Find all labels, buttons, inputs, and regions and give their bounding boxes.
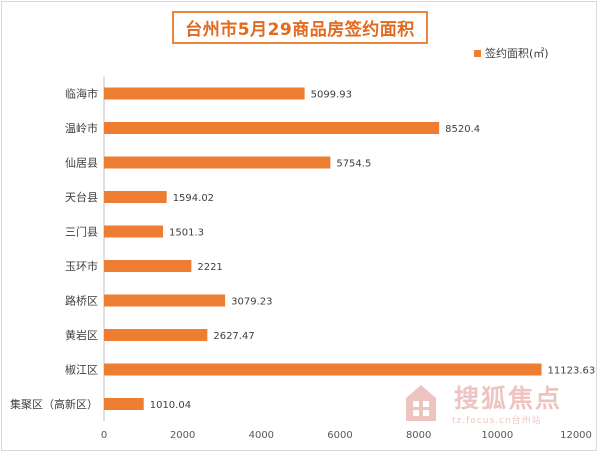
- house-logo-icon: [406, 385, 436, 421]
- category-label: 黄岩区: [65, 328, 98, 342]
- data-label: 2221: [197, 262, 222, 273]
- watermark: 搜狐焦点 tz.focus.cn台州站: [404, 377, 594, 437]
- bar: [104, 363, 542, 376]
- category-label: 玉环市: [65, 259, 98, 273]
- category-label: 集聚区（高新区）: [10, 397, 98, 411]
- category-label: 椒江区: [65, 363, 98, 377]
- data-label: 3079.23: [231, 297, 272, 308]
- bar: [104, 156, 331, 169]
- data-label: 5754.5: [336, 159, 371, 170]
- data-label: 8520.4: [445, 124, 480, 135]
- chart-title-box: 台州市5月29商品房签约面积: [172, 11, 428, 44]
- data-label: 2627.47: [213, 331, 254, 342]
- x-tick-label: 0: [101, 430, 107, 441]
- data-label: 11123.63: [548, 366, 596, 377]
- category-label: 天台县: [65, 190, 98, 204]
- chart-legend: 签约面积(㎡): [474, 45, 549, 61]
- legend-swatch: [474, 49, 481, 57]
- legend-label: 签约面积(㎡): [485, 47, 549, 60]
- category-label: 温岭市: [65, 121, 98, 135]
- chart-title: 台州市5月29商品房签约面积: [185, 20, 415, 40]
- watermark-brand: 搜狐焦点: [454, 384, 563, 413]
- bar: [104, 260, 192, 272]
- x-tick-label: 6000: [327, 430, 352, 441]
- data-label: 1010.04: [150, 400, 191, 411]
- bar: [104, 191, 167, 203]
- data-label: 1594.02: [173, 193, 214, 204]
- x-tick-label: 8000: [406, 430, 431, 441]
- bar: [104, 225, 164, 238]
- category-label: 仙居县: [65, 157, 98, 170]
- watermark-url: tz.focus.cn台州站: [452, 416, 542, 426]
- bar: [104, 294, 226, 307]
- x-tick-label: 10000: [481, 430, 513, 441]
- x-tick-label: 2000: [170, 430, 195, 441]
- category-label: 三门县: [65, 225, 98, 239]
- bar: [104, 329, 208, 341]
- bar: [104, 87, 305, 100]
- category-label: 路桥区: [65, 295, 98, 308]
- data-label: 5099.93: [311, 90, 352, 101]
- category-label: 临海市: [65, 87, 98, 101]
- data-label: 1501.3: [169, 228, 204, 239]
- x-tick-label: 12000: [560, 430, 592, 441]
- x-tick-label: 4000: [249, 430, 274, 441]
- bar: [104, 398, 144, 410]
- bar: [104, 122, 440, 134]
